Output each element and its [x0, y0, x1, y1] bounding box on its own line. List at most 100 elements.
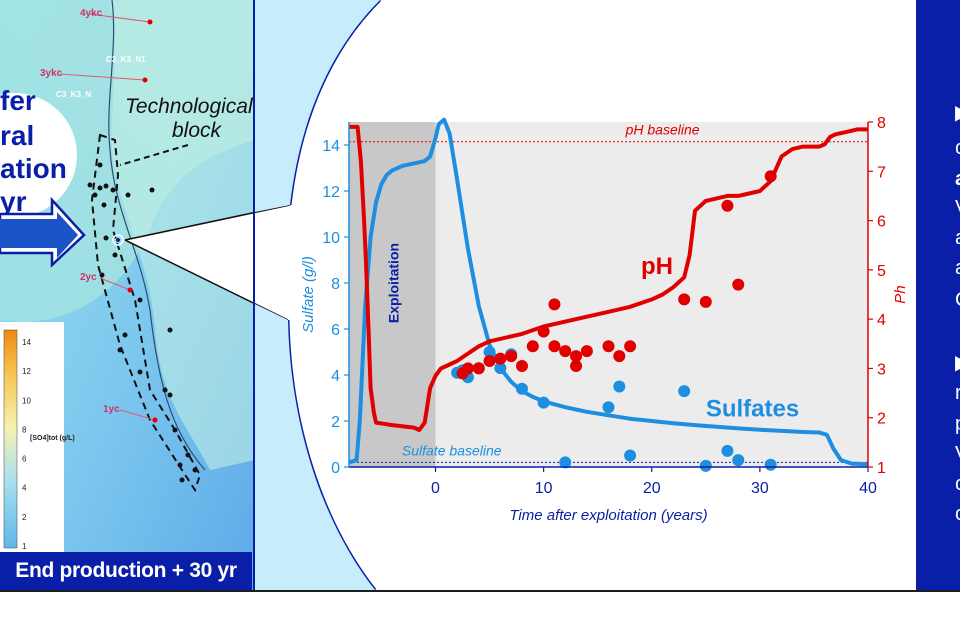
legend-tick-label: 10: [22, 396, 31, 405]
well-points: [87, 162, 198, 483]
side-panel-glyph: ▶: [955, 100, 960, 125]
data-point-3-10: [548, 298, 561, 311]
data-point-3-16: [613, 350, 626, 363]
y-left-tick-label: 10: [322, 230, 340, 247]
annotation-sulfates: Sulfates: [706, 395, 799, 422]
side-panel-glyph: p: [955, 413, 960, 436]
series-line-1: [349, 124, 868, 432]
y-left-tick-label: 4: [331, 368, 340, 385]
y-left-tick-label: 6: [331, 322, 340, 339]
site-label-3ykc: 3ykc: [40, 68, 63, 79]
site-markers: 4ykc 3ykc 2yc 1yc: [40, 8, 158, 423]
legend-tick-label: 1: [22, 542, 27, 551]
data-point-3-2: [472, 362, 485, 375]
y-right-tick-label: 6: [877, 214, 886, 231]
data-point-3-1: [461, 362, 474, 375]
data-point-3-21: [732, 278, 745, 291]
baseline-label-0: pH baseline: [625, 122, 700, 138]
data-point-3-18: [678, 293, 691, 306]
side-panel-glyph: V: [955, 197, 960, 220]
data-point-3-4: [494, 352, 507, 365]
data-point-2-9: [559, 456, 572, 469]
y-right-tick-label: 2: [877, 411, 886, 428]
y-left-tick-label: 0: [331, 460, 340, 477]
data-point-3-19: [699, 295, 712, 308]
side-panel-glyph: c: [955, 137, 960, 160]
figure-canvas: 4ykc 3ykc 2yc 1yc C3_K3_N1 C3_K3_N: [0, 0, 909, 590]
series-line-0: [348, 117, 869, 467]
legend-title: [SO4]tot (g/L): [30, 435, 75, 442]
side-panel-glyph: a: [955, 168, 960, 191]
callout-word-2: ral: [0, 120, 34, 151]
x-tick-label: 20: [643, 480, 661, 497]
side-panel-glyph: c: [955, 503, 960, 526]
legend-tick-label: 14: [22, 338, 31, 347]
y-right-tick-label: 5: [877, 263, 886, 280]
x-tick-label: 0: [431, 480, 440, 497]
exploitation-label: Exploitation: [385, 243, 401, 323]
x-tick-label: 40: [859, 480, 877, 497]
side-panel: [916, 0, 960, 590]
y-left-tick-label: 12: [322, 184, 340, 201]
data-point-3-5: [505, 350, 518, 363]
data-point-2-7: [516, 382, 528, 395]
y-right-axis-label: Ph: [892, 285, 909, 303]
x-tick-label: 30: [751, 480, 769, 497]
side-panel-glyph: r: [955, 382, 960, 405]
data-point-3-6: [516, 359, 528, 372]
x-tick-label: 10: [535, 480, 553, 497]
well-label-2: C3_K3_N: [56, 90, 91, 99]
data-point-3-3: [483, 355, 496, 368]
technological-block-label-2: block: [172, 119, 223, 142]
data-point-2-10: [602, 401, 615, 414]
data-point-2-13: [678, 385, 691, 398]
sulfate-ph-chart: pH baseline Sulfate baseline 0 10 20 30 40 0 2 4…: [300, 115, 909, 524]
y-right-tick-label: 7: [877, 164, 886, 181]
x-axis-label: Time after exploitation (years): [509, 507, 707, 524]
slide-frame: 4ykc 3ykc 2yc 1yc C3_K3_N1 C3_K3_N: [0, 0, 960, 592]
callout-word-1: fer: [0, 85, 36, 116]
data-point-2-11: [613, 380, 626, 393]
data-point-2-14: [699, 459, 712, 472]
data-point-3-14: [580, 345, 593, 358]
data-point-3-12: [570, 350, 583, 363]
site-label-1yc: 1yc: [103, 404, 120, 415]
site-label-2yc: 2yc: [80, 272, 97, 283]
data-point-2-12: [624, 449, 637, 462]
legend-tick-label: 6: [22, 455, 27, 464]
data-point-3-13: [570, 359, 583, 372]
side-panel-glyph: a: [955, 227, 960, 250]
legend-tick-label: 12: [22, 367, 31, 376]
data-point-3-9: [548, 340, 561, 353]
annotation-ph: pH: [641, 253, 673, 280]
data-point-3-20: [721, 199, 734, 212]
technological-block-outline: [90, 133, 202, 493]
data-point-3-11: [559, 345, 572, 358]
callout-word-3: ation: [0, 153, 67, 184]
data-point-2-15: [721, 444, 734, 457]
selected-well: [112, 234, 124, 246]
site-label-4ykc: 4ykc: [80, 8, 103, 19]
y-left-tick-label: 14: [322, 138, 340, 155]
y-right-tick-label: 3: [877, 361, 886, 378]
technological-block-label-1: Technological: [125, 95, 254, 118]
data-point-2-4: [483, 346, 496, 358]
y-right-tick-label: 4: [877, 312, 886, 329]
y-right-tick-label: 1: [877, 460, 886, 477]
legend-tick-label: 2: [22, 513, 27, 522]
side-panel-glyph: c: [955, 473, 960, 496]
data-point-3-22: [764, 170, 777, 183]
side-panel-glyph: ▶: [955, 350, 960, 375]
y-left-axis-label: Sulfate (g/l): [300, 256, 317, 333]
baseline-label-1: Sulfate baseline: [402, 442, 502, 458]
map-legend: 14 12 10 8 6 4 2 1 [SO4]tot (g/L): [0, 322, 75, 552]
y-right-tick-label: 8: [877, 115, 886, 132]
side-panel-glyph: a: [955, 257, 960, 280]
map-footer-label: End production + 30 yr: [0, 552, 252, 590]
callout-bubble: fer ral ation yr: [0, 85, 86, 268]
data-point-2-17: [764, 458, 777, 471]
side-panel-glyph: V: [955, 443, 960, 466]
data-point-2-8: [537, 396, 550, 409]
data-point-3-7: [526, 340, 539, 353]
data-point-3-15: [602, 340, 615, 353]
